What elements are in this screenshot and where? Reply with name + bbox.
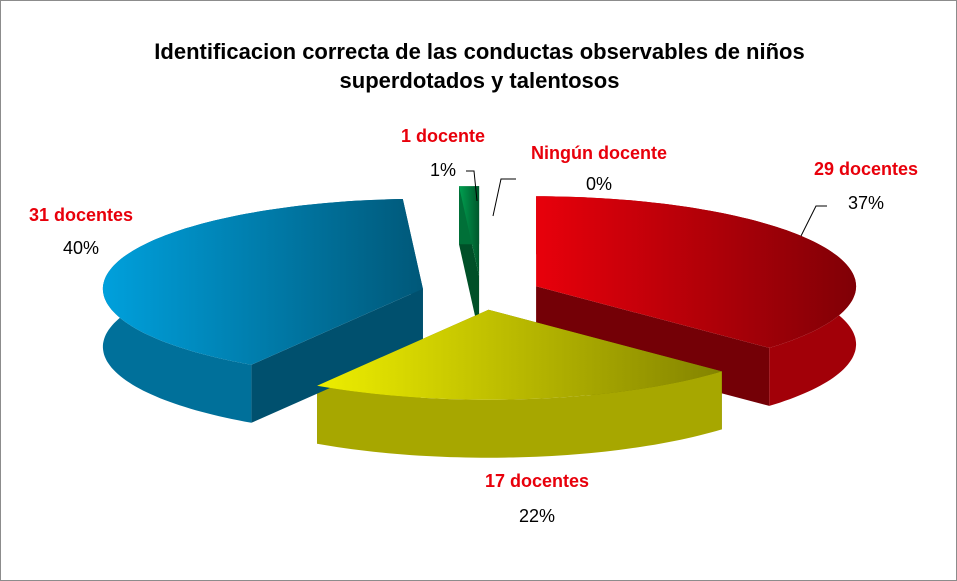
- slice-wall: [317, 371, 722, 458]
- data-label-value: 40%: [63, 238, 99, 258]
- data-label-value: 37%: [848, 193, 884, 213]
- data-label-category: 29 docentes: [814, 159, 918, 179]
- slice: [317, 309, 722, 400]
- leader-line: [466, 170, 478, 202]
- leader-line: [492, 178, 516, 217]
- data-label-value: 0%: [586, 174, 612, 194]
- data-label-category: 1 docente: [401, 126, 485, 146]
- data-label-category: Ningún docente: [531, 143, 667, 163]
- data-label-category: 31 docentes: [29, 205, 133, 225]
- slice-side: [251, 288, 423, 423]
- chart-title: Identificacion correcta de las conductas…: [154, 39, 805, 93]
- data-label-value: 22%: [519, 506, 555, 526]
- slice: [536, 196, 857, 348]
- leader-line: [800, 205, 827, 237]
- slice: [459, 186, 480, 277]
- tops: [102, 186, 857, 400]
- data-label-category: 17 docentes: [485, 471, 589, 491]
- slice: [102, 199, 423, 365]
- data-label-value: 1%: [430, 160, 456, 180]
